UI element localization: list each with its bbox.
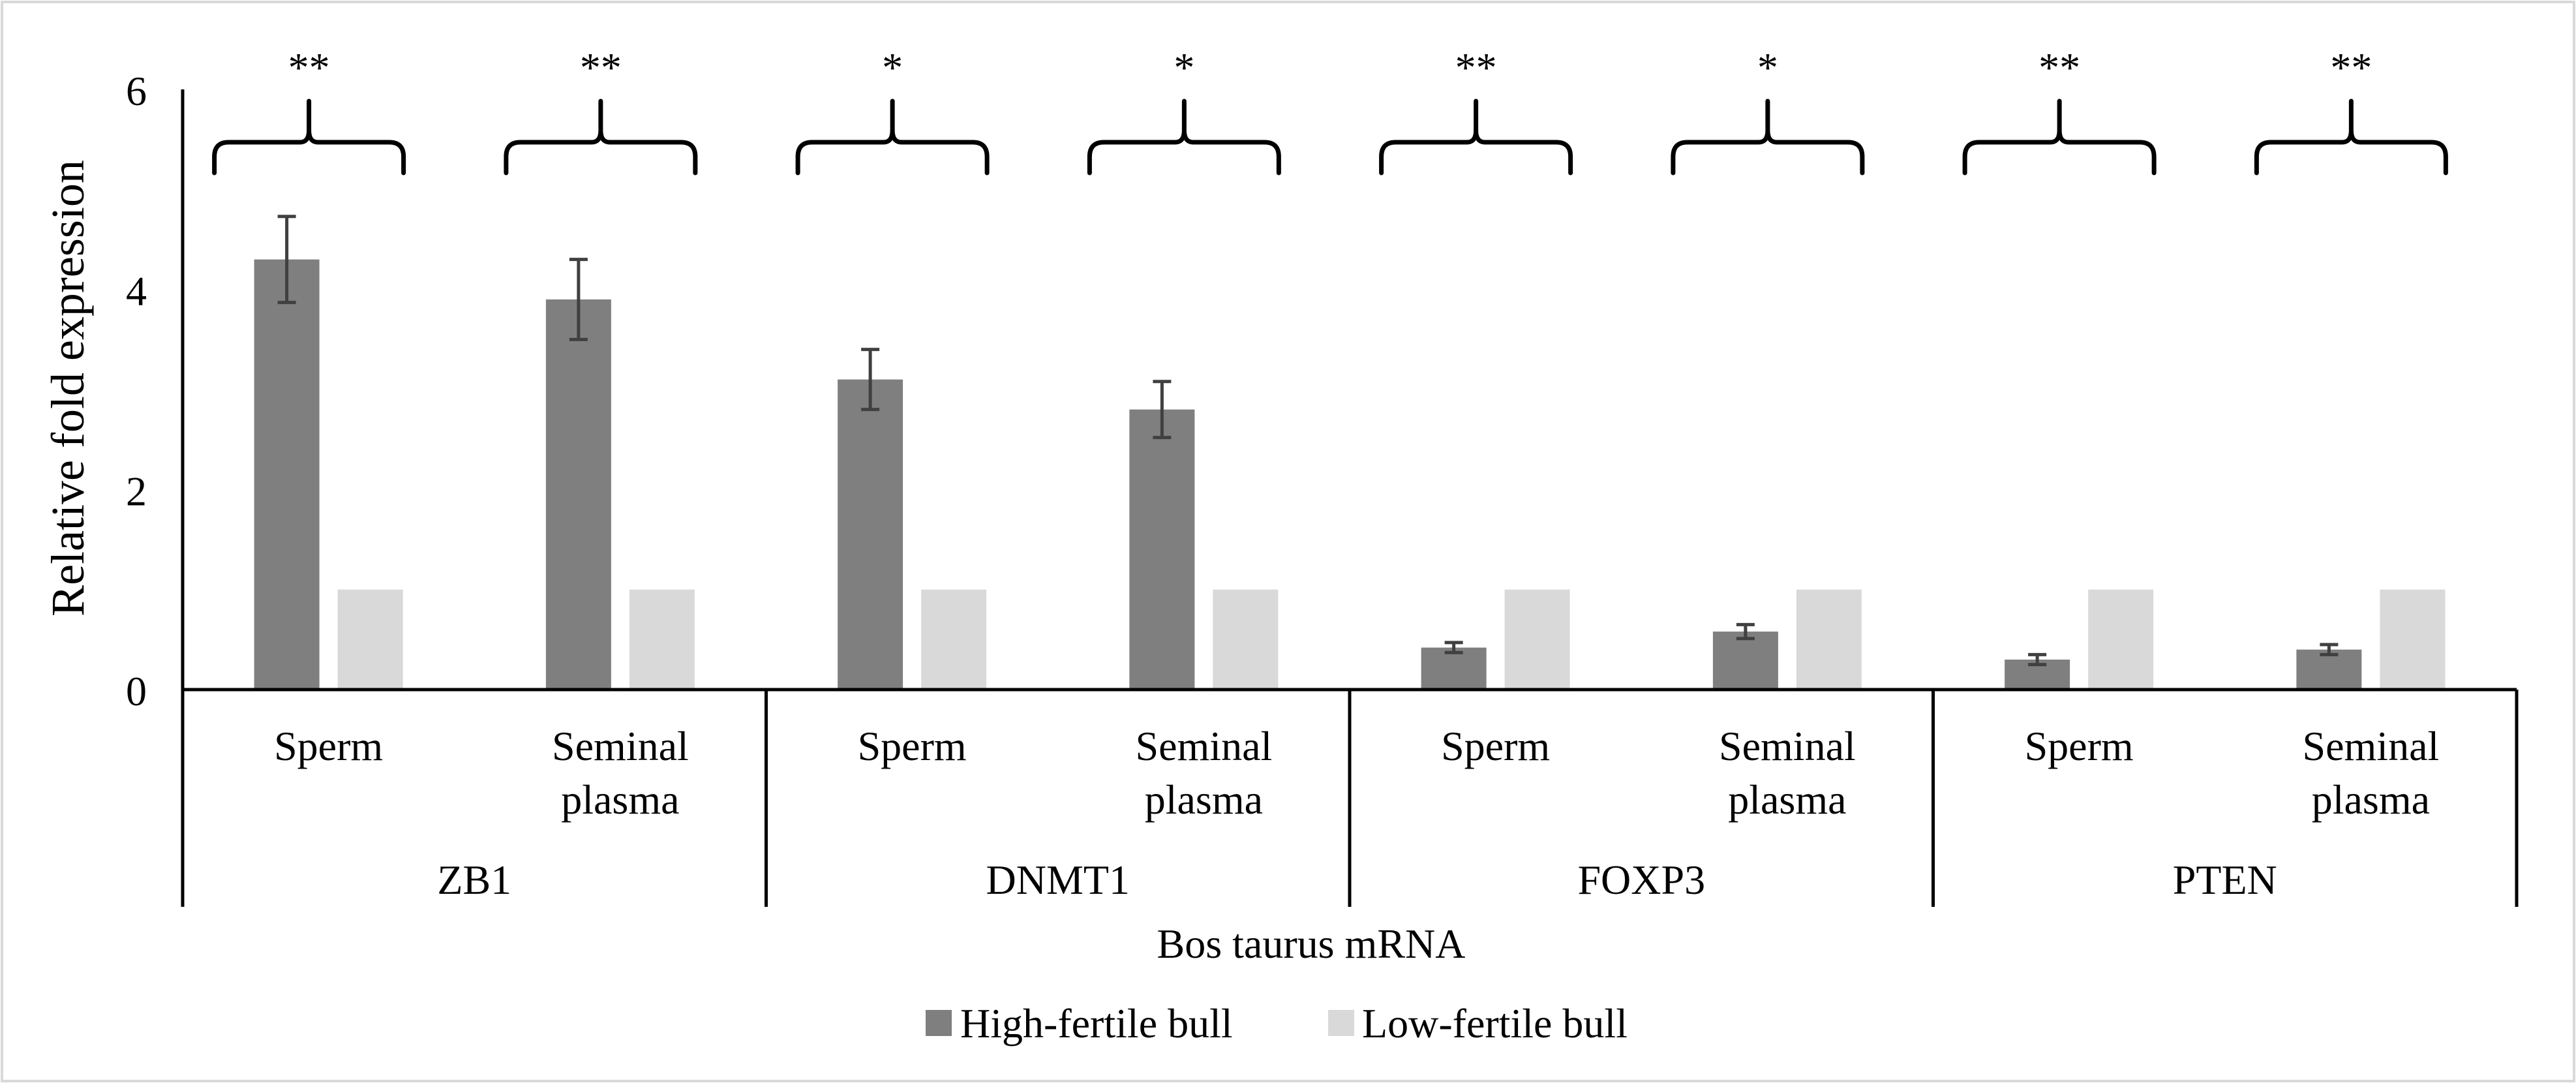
bar-low-fertile xyxy=(1796,589,1862,690)
low-fertile-bars xyxy=(337,589,2446,690)
group-tick-label: PTEN xyxy=(2173,857,2277,903)
legend-label-high-fertile: High-fertile bull xyxy=(960,1000,1233,1046)
high-fertile-bars xyxy=(254,259,2362,690)
legend-swatch-low-fertile xyxy=(1328,1010,1354,1036)
bar-low-fertile xyxy=(629,589,695,690)
category-tick-label-line2: plasma xyxy=(561,776,679,823)
bar-high-fertile xyxy=(1129,409,1195,690)
category-tick-label: Sperm xyxy=(1441,723,1550,769)
bar-low-fertile xyxy=(337,589,403,690)
bar-high-fertile xyxy=(1712,632,1778,690)
category-tick-label-line2: plasma xyxy=(1728,776,1846,823)
bar-low-fertile xyxy=(2380,589,2446,690)
significance-label: * xyxy=(882,44,903,91)
y-axis-title: Relative fold expression xyxy=(42,160,94,617)
significance-label: ** xyxy=(288,44,330,91)
bar-low-fertile xyxy=(1504,589,1570,690)
category-tick-label: Sperm xyxy=(2025,723,2134,769)
bar-high-fertile xyxy=(545,299,611,690)
bar-high-fertile xyxy=(2296,649,2362,690)
category-tick-label: Seminal xyxy=(2303,723,2440,769)
category-tick-label-line2: plasma xyxy=(1145,776,1263,823)
significance-label: ** xyxy=(580,44,622,91)
significance-bracket xyxy=(1671,99,1865,175)
significance-label: * xyxy=(1757,44,1778,91)
significance-bracket xyxy=(1087,99,1281,175)
y-tick-label: 2 xyxy=(126,468,147,514)
category-tick-label: Sperm xyxy=(274,723,383,769)
y-tick-label: 4 xyxy=(126,268,147,314)
significance-label: * xyxy=(1174,44,1194,91)
legend-item-low-fertile: Low-fertile bull xyxy=(1328,1000,1628,1046)
x-axis-title: Bos taurus mRNA xyxy=(1157,921,1466,967)
category-tick-label: Seminal xyxy=(1719,723,1856,769)
legend-label-low-fertile: Low-fertile bull xyxy=(1362,1000,1628,1046)
y-tick-label: 0 xyxy=(126,668,147,714)
y-tick-label: 6 xyxy=(126,68,147,114)
bar-low-fertile xyxy=(921,589,987,690)
group-tick-label: FOXP3 xyxy=(1577,857,1705,903)
x-axis: Sperm Seminal plasma Sperm Seminal plasma Sper… xyxy=(183,688,2519,907)
category-tick-label: Sperm xyxy=(858,723,967,769)
significance-label: ** xyxy=(2330,44,2372,91)
bar-high-fertile xyxy=(254,259,320,690)
legend-item-high-fertile: High-fertile bull xyxy=(926,1000,1233,1046)
group-tick-label: ZB1 xyxy=(437,857,511,903)
group-tick-label: DNMT1 xyxy=(986,857,1130,903)
significance-bracket xyxy=(2254,99,2448,175)
legend: High-fertile bull Low-fertile bull xyxy=(926,1000,1628,1046)
significance-bracket xyxy=(504,99,698,175)
significance-bracket xyxy=(212,99,406,175)
category-tick-label: Seminal xyxy=(1136,723,1273,769)
legend-swatch-high-fertile xyxy=(926,1010,952,1036)
bar-low-fertile xyxy=(2088,589,2154,690)
significance-bracket xyxy=(1379,99,1573,175)
bar-high-fertile xyxy=(838,379,903,690)
category-tick-label-line2: plasma xyxy=(2312,776,2430,823)
bar-high-fertile xyxy=(1421,647,1487,690)
significance-brackets: ** ** * * ** * ** ** xyxy=(212,44,2448,175)
bar-low-fertile xyxy=(1213,589,1279,690)
significance-bracket xyxy=(1962,99,2157,175)
significance-bracket xyxy=(795,99,990,175)
category-tick-label: Seminal xyxy=(552,723,689,769)
error-bars xyxy=(277,215,2339,667)
y-axis: 0 2 4 6 xyxy=(126,68,185,907)
significance-label: ** xyxy=(2038,44,2080,91)
significance-label: ** xyxy=(1455,44,1497,91)
